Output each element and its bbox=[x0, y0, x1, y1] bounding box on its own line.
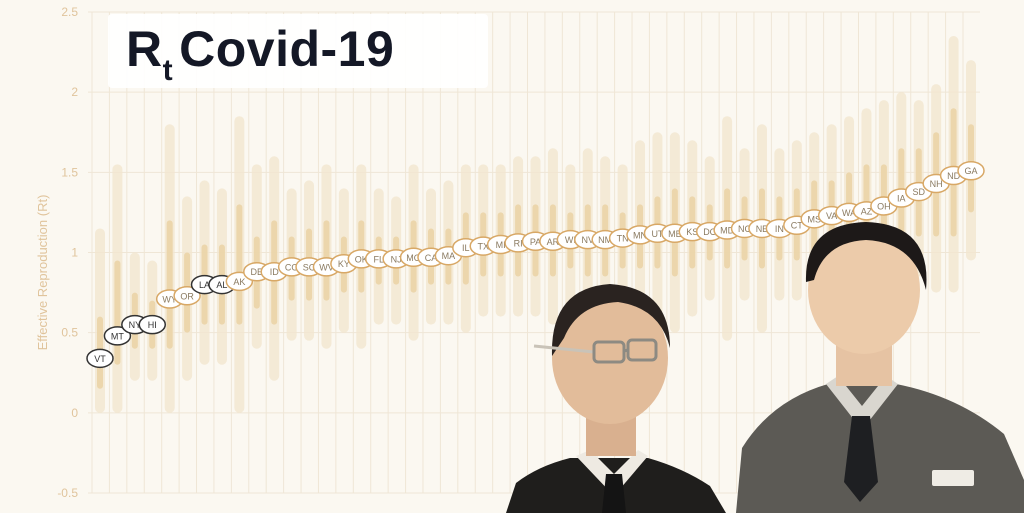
state-label-ok: OK bbox=[355, 254, 368, 264]
state-label-wa: WA bbox=[842, 208, 856, 218]
rt-marker-or bbox=[173, 286, 201, 306]
state-label-nm: NM bbox=[598, 235, 612, 245]
rt-marker-vt bbox=[86, 348, 114, 369]
state-label-ky: KY bbox=[338, 259, 350, 269]
title-card: Rt Covid-19 bbox=[108, 14, 488, 88]
rt-marker-mt bbox=[103, 326, 132, 346]
state-label-al: AL bbox=[216, 280, 227, 290]
state-label-ma: MA bbox=[442, 251, 456, 261]
state-label-va: VA bbox=[826, 211, 837, 221]
state-label-id: ID bbox=[270, 267, 280, 277]
state-label-wv: WV bbox=[319, 262, 334, 272]
y-tick-label: -0.5 bbox=[57, 486, 78, 500]
state-label-nv: NV bbox=[582, 235, 595, 245]
state-label-la: LA bbox=[199, 280, 210, 290]
state-label-ks: KS bbox=[686, 227, 698, 237]
state-label-mi: MI bbox=[496, 240, 506, 250]
state-label-ak: AK bbox=[233, 277, 245, 287]
title-rest: Covid-19 bbox=[179, 21, 395, 77]
state-label-or: OR bbox=[180, 291, 194, 301]
state-label-nh: NH bbox=[930, 179, 943, 189]
state-label-dc: DC bbox=[703, 227, 716, 237]
state-label-nc: NC bbox=[738, 224, 751, 234]
state-label-ms: MS bbox=[807, 214, 821, 224]
state-label-oh: OH bbox=[877, 202, 891, 212]
state-label-ia: IA bbox=[897, 193, 906, 203]
state-label-az: AZ bbox=[861, 206, 873, 216]
ci-inner-mt bbox=[114, 260, 121, 365]
ci-inner-ak bbox=[236, 204, 243, 325]
state-label-nd: ND bbox=[947, 171, 960, 181]
state-label-pa: PA bbox=[530, 237, 541, 247]
title-main: R bbox=[126, 21, 163, 77]
y-tick-label: 1.5 bbox=[61, 165, 78, 179]
state-label-hi: HI bbox=[148, 320, 157, 330]
y-tick-label: 2.5 bbox=[61, 5, 78, 19]
chart-title: Rt Covid-19 bbox=[126, 20, 395, 87]
y-axis-label: Effective Reproduction (Rt) bbox=[35, 195, 50, 351]
state-label-vt: VT bbox=[94, 354, 106, 364]
state-label-mt: MT bbox=[111, 331, 124, 341]
state-label-ut: UT bbox=[651, 229, 663, 239]
state-label-co: CO bbox=[285, 262, 299, 272]
state-label-tx: TX bbox=[477, 242, 489, 252]
state-label-mn: MN bbox=[633, 230, 647, 240]
person-with-glasses-photo bbox=[506, 284, 726, 513]
state-label-ca: CA bbox=[425, 253, 438, 263]
ci-inner-wy bbox=[166, 220, 173, 349]
state-label-ct: CT bbox=[791, 221, 803, 231]
y-tick-label: 0 bbox=[71, 406, 78, 420]
state-label-ne: NE bbox=[756, 224, 769, 234]
state-label-tn: TN bbox=[617, 234, 629, 244]
state-label-fl: FL bbox=[373, 254, 384, 264]
state-label-sc: SC bbox=[303, 262, 316, 272]
title-subscript: t bbox=[162, 54, 174, 87]
y-tick-label: 1 bbox=[71, 246, 78, 260]
state-label-ri: RI bbox=[514, 238, 523, 248]
state-label-in: IN bbox=[775, 224, 784, 234]
rt-marker-ga bbox=[957, 160, 985, 181]
state-label-ar: AR bbox=[547, 237, 560, 247]
state-label-ny: NY bbox=[129, 320, 142, 330]
rt-markers: VT MT NY HI WY OR LA AL AK DE ID CO SC WV KY OK FL NJ MO CA… bbox=[86, 160, 985, 369]
man-in-suit-photo bbox=[736, 222, 1024, 513]
y-tick-label: 0.5 bbox=[61, 326, 78, 340]
state-label-de: DE bbox=[251, 267, 264, 277]
state-label-md: MD bbox=[720, 226, 734, 236]
y-tick-label: 2 bbox=[71, 85, 78, 99]
state-label-mo: MO bbox=[406, 253, 421, 263]
state-label-wi: WI bbox=[565, 235, 576, 245]
state-label-me: ME bbox=[668, 229, 682, 239]
state-label-sd: SD bbox=[912, 187, 925, 197]
y-axis: -0.5 0 0.5 1 1.5 2 2.5 Effective Reproduction (… bbox=[35, 5, 78, 500]
state-label-nj: NJ bbox=[391, 254, 402, 264]
rt-marker-hi bbox=[138, 314, 167, 335]
state-label-ga: GA bbox=[964, 166, 977, 176]
state-label-wy: WY bbox=[162, 294, 177, 304]
state-label-il: IL bbox=[462, 243, 470, 253]
